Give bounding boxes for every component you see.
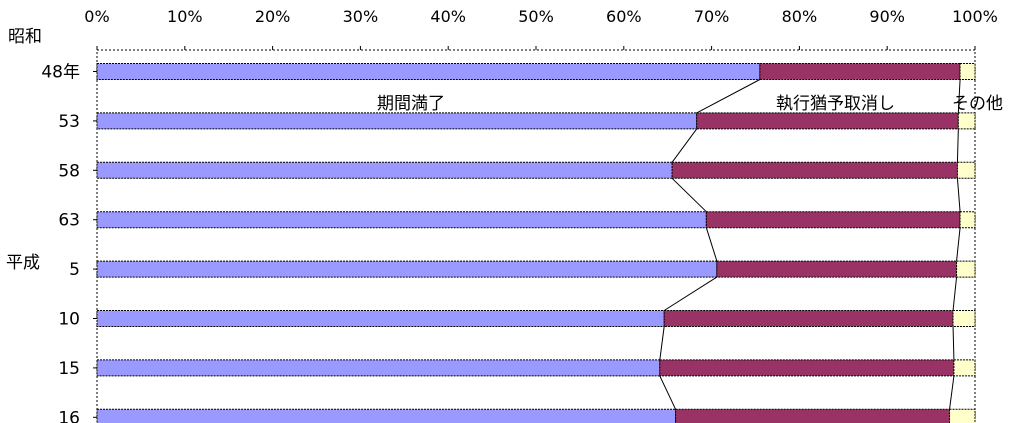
x-tick-label: 20% [255, 7, 291, 26]
era-label-showa: 昭和 [8, 27, 42, 47]
y-category-label: 58 [58, 161, 80, 181]
series-line-1 [957, 79, 961, 113]
series-line-0 [671, 177, 707, 213]
bar-segment-2 [952, 310, 976, 327]
bar-segment-1 [663, 310, 954, 327]
bar-segment-0 [96, 310, 665, 327]
era-label-heisei: 平成 [6, 253, 40, 273]
bar-segment-0 [96, 408, 677, 423]
x-tick-label: 80% [782, 7, 818, 26]
y-category-label: 5 [69, 260, 80, 280]
series-lines-layer [659, 79, 961, 410]
series-line-1 [952, 326, 955, 360]
y-category-label: 48年 [41, 63, 80, 83]
bar-segment-2 [949, 408, 976, 423]
bar-segment-0 [96, 161, 673, 179]
y-category-label: 53 [58, 112, 80, 132]
x-tick-label: 40% [430, 7, 466, 26]
bar-segment-1 [671, 161, 958, 179]
x-tick-label: 50% [518, 7, 554, 26]
bar-segment-0 [96, 63, 761, 80]
bar-segment-1 [696, 112, 959, 130]
x-axis-ticks: 0% 10% 20% 30% 40% 50% 60% 70% 80% 90% 100% [84, 7, 998, 50]
bar-segment-2 [956, 260, 976, 278]
series-line-0 [659, 326, 665, 360]
series-line-0 [659, 375, 677, 410]
bar-segment-2 [956, 161, 976, 179]
y-category-label: 63 [58, 211, 80, 231]
series-line-1 [949, 375, 955, 410]
series-label-torikeshi: 執行猶予取消し [776, 94, 895, 114]
series-line-1 [956, 227, 961, 262]
bar-segment-1 [659, 359, 955, 377]
series-line-1 [956, 128, 959, 163]
series-line-0 [663, 276, 718, 311]
series-label-manryo: 期間満了 [377, 94, 445, 114]
series-line-1 [956, 178, 961, 212]
bar-segment-0 [96, 359, 661, 377]
series-line-0 [705, 227, 718, 262]
series-line-1 [952, 277, 958, 311]
x-tick-label: 0% [84, 7, 109, 26]
bar-segment-0 [96, 211, 707, 229]
bars-layer [96, 63, 976, 423]
y-category-label: 16 [58, 408, 80, 423]
x-tick-label: 60% [606, 7, 642, 26]
bar-segment-1 [759, 63, 961, 80]
x-tick-label: 100% [952, 7, 998, 26]
x-tick-label: 10% [167, 7, 203, 26]
x-tick-label: 70% [694, 7, 730, 26]
y-category-label: 15 [58, 359, 80, 379]
y-axis-labels: 48年 53 58 63 5 10 15 16 [41, 63, 97, 423]
bar-segment-1 [675, 408, 951, 423]
y-category-label: 10 [58, 310, 80, 330]
bar-segment-2 [959, 63, 976, 80]
x-tick-label: 30% [343, 7, 379, 26]
bar-segment-0 [96, 260, 718, 278]
bar-segment-2 [957, 112, 976, 130]
series-label-sonota: その他 [952, 94, 1003, 114]
bar-segment-2 [959, 211, 976, 229]
bar-segment-0 [96, 112, 698, 130]
bar-segment-2 [953, 359, 976, 377]
series-line-0 [696, 79, 761, 114]
bar-segment-1 [716, 260, 958, 278]
bar-segment-1 [705, 211, 961, 229]
x-tick-label: 90% [869, 7, 905, 26]
series-line-0 [671, 128, 698, 163]
